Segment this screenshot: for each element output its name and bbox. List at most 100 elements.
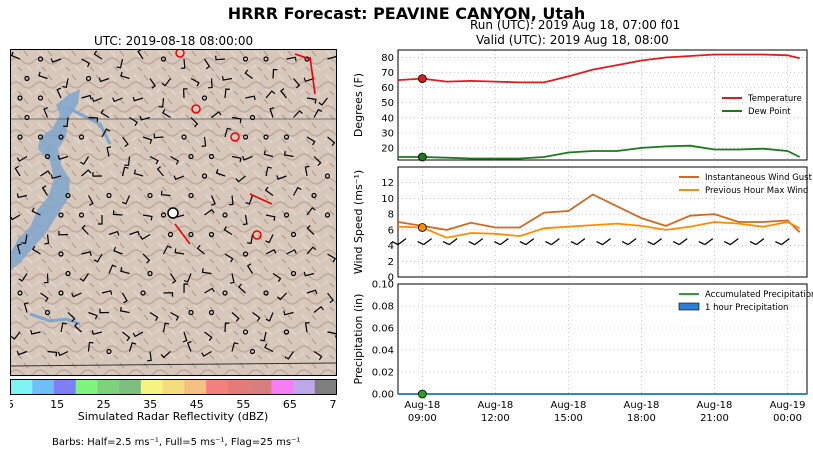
wind-barb [116, 58, 124, 69]
legend-label: Dew Point [748, 107, 791, 117]
wind-barb [31, 245, 41, 255]
wind-barb [63, 117, 69, 128]
calm-marker [222, 212, 228, 218]
wind-barb [242, 214, 248, 226]
wind-barb [137, 49, 144, 60]
wind-barb [304, 165, 310, 177]
calm-marker [44, 309, 51, 316]
series-line [397, 53, 800, 84]
wind-barb [106, 146, 112, 157]
wind-barb [224, 88, 230, 99]
calm-marker [249, 114, 256, 121]
time-wind-barb [698, 238, 714, 246]
wind-barb [99, 308, 110, 314]
calm-marker [208, 309, 215, 316]
chart-panel-3: 0.00 0.02 0.04 0.06 0.08 0.10 Precipitation (i… [352, 280, 813, 425]
wind-barb [231, 116, 242, 123]
wind-barb [201, 268, 212, 275]
wind-barb [128, 342, 137, 352]
time-wind-barb [672, 238, 688, 246]
wind-barb [149, 78, 156, 89]
wind-barb [276, 175, 287, 180]
river-shape [29, 107, 112, 326]
wind-barb [190, 77, 200, 87]
wind-barb [60, 322, 67, 333]
wind-barb [21, 234, 28, 245]
y-tick-label: 50 [381, 98, 394, 109]
current-dewpoint-point [417, 152, 427, 162]
wind-barb [149, 311, 159, 322]
wind-barb [43, 107, 49, 118]
reflectivity-colorbar: 5 15 25 35 45 55 65 75 Simulated Radar Reflecti… [10, 379, 337, 423]
wind-barb [108, 264, 117, 274]
wind-barb [182, 88, 188, 99]
calm-marker [188, 153, 194, 160]
series-line [397, 221, 801, 239]
wind-barbs [10, 49, 337, 362]
colorbar-segment [32, 379, 55, 395]
wind-barb [318, 97, 328, 106]
colorbar-tick: 45 [190, 398, 204, 411]
colorbar-segment [97, 379, 120, 395]
colorbar-segment [119, 379, 142, 395]
series-line [397, 193, 801, 233]
wind-barb [149, 155, 159, 165]
time-wind-barb [442, 238, 458, 246]
valid-time: Valid (UTC): 2019 Aug 18, 08:00 [476, 33, 669, 47]
current-precip-point [417, 389, 427, 399]
x-tick-date: Aug-18 [624, 400, 660, 411]
x-tick-time: 18:00 [627, 413, 656, 424]
station-wind-barb [294, 53, 311, 60]
wind-barb [286, 56, 297, 62]
wind-barb [50, 58, 62, 63]
colorbar-segment [271, 379, 294, 395]
calm-marker [147, 192, 153, 199]
wind-barb [276, 292, 287, 301]
wind-barb [173, 175, 185, 181]
calm-marker [188, 231, 194, 238]
calm-marker [17, 95, 23, 101]
calm-marker [242, 329, 249, 335]
wind-barb [272, 273, 282, 283]
wind-barb [203, 58, 211, 70]
station-wind-barb [309, 56, 316, 95]
wind-barb [133, 169, 144, 177]
wind-barb [265, 234, 274, 244]
wind-barb [246, 263, 254, 274]
colorbar-tick: 55 [236, 398, 250, 411]
wind-barb [18, 273, 28, 282]
x-tick-time: 12:00 [481, 413, 510, 424]
y-tick-label: 12 [381, 178, 394, 189]
time-wind-barb [519, 238, 535, 246]
wind-barb [112, 210, 123, 216]
y-axis-label: Precipitation (in) [352, 294, 365, 385]
colorbar-segment [293, 379, 316, 395]
calm-marker [324, 173, 331, 179]
wind-barb [163, 292, 174, 297]
wind-barb [286, 249, 297, 255]
wind-barb [327, 253, 337, 263]
lake-shape [10, 89, 80, 271]
map-time-label: UTC: 2019-08-18 08:00:00 [94, 34, 254, 48]
colorbar-tick: 15 [50, 398, 64, 411]
wind-barb [162, 322, 170, 333]
wind-barb [98, 77, 110, 83]
wind-barb [129, 230, 140, 236]
wind-barb [16, 193, 28, 199]
calm-marker [78, 212, 85, 218]
legend-swatch [678, 302, 700, 311]
x-tick-time: 09:00 [408, 413, 437, 424]
station-marker [252, 230, 262, 240]
wind-barb [44, 234, 50, 245]
wind-barb [10, 51, 21, 60]
wind-barb [204, 287, 215, 294]
plot-frame [397, 49, 808, 161]
wind-barb [40, 170, 51, 177]
wind-barb [327, 136, 336, 147]
x-tick-date: Aug-18 [697, 400, 733, 411]
wind-barb [269, 107, 275, 118]
wind-barb [38, 71, 48, 80]
wind-barb [119, 306, 130, 314]
y-tick-label: 0.02 [372, 368, 394, 379]
wind-barb [132, 331, 144, 338]
